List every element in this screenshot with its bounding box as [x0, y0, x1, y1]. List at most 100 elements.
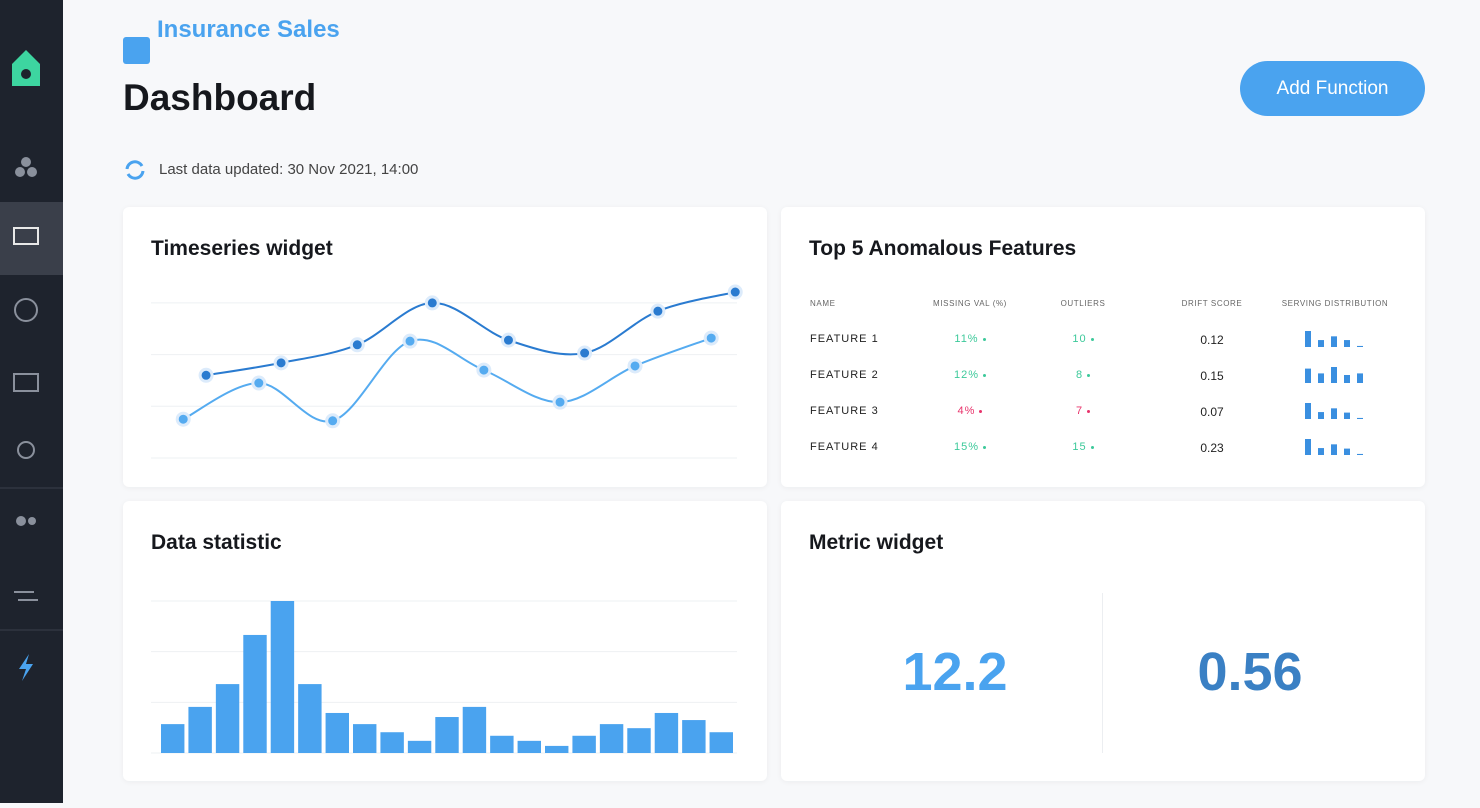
- mini-bar: [1305, 368, 1311, 383]
- icon-idea[interactable]: [17, 441, 35, 459]
- mini-distribution: [1305, 331, 1363, 347]
- data-point: [627, 358, 643, 374]
- bar: [270, 601, 295, 753]
- bar-chart: [151, 600, 737, 754]
- mini-bar: [1318, 412, 1324, 419]
- drift-score: 0.15: [1200, 369, 1224, 383]
- data-point: [251, 375, 267, 391]
- status-dot: [1090, 337, 1094, 341]
- cell-value: 11%: [954, 333, 979, 345]
- data-point: [198, 367, 214, 383]
- bar: [161, 724, 185, 753]
- refresh-arc: [125, 160, 145, 180]
- icon-users[interactable]: [16, 516, 26, 526]
- bar: [682, 720, 706, 753]
- cell: 15%: [920, 441, 1020, 453]
- bar: [572, 735, 596, 753]
- metric-value: 0.56: [1197, 642, 1303, 702]
- icon-groups-b[interactable]: [27, 167, 37, 177]
- bar: [462, 706, 487, 753]
- mini-bar: [1357, 417, 1363, 419]
- mini-bar: [1305, 331, 1311, 347]
- status-dot: [979, 409, 983, 413]
- metric-value: 12.2: [902, 642, 1008, 702]
- cell: 8: [1033, 369, 1133, 381]
- mini-bar: [1318, 340, 1324, 347]
- cell: 15: [1033, 441, 1133, 453]
- mini-distribution: [1305, 439, 1363, 455]
- line-chart: [151, 284, 743, 459]
- cell-value: 4%: [957, 405, 976, 417]
- cell-value: 12%: [953, 369, 980, 381]
- column-header: MISSING VAL (%): [933, 299, 1007, 308]
- data-point: [273, 355, 289, 371]
- data-point: [552, 394, 568, 410]
- bar: [709, 732, 733, 753]
- bar: [627, 728, 651, 753]
- mini-bar: [1331, 336, 1337, 347]
- column-header: OUTLIERS: [1060, 299, 1106, 308]
- card-title: Timeseries widget: [151, 237, 333, 260]
- mini-bar: [1318, 373, 1324, 383]
- bar: [599, 724, 624, 753]
- mini-bar: [1344, 412, 1350, 419]
- icon-sync[interactable]: [14, 591, 38, 601]
- feature-name: FEATURE 4: [810, 441, 879, 453]
- mini-bar: [1305, 439, 1311, 455]
- data-point: [500, 332, 516, 348]
- column-header: NAME: [810, 299, 836, 308]
- icon-store[interactable]: [13, 373, 39, 392]
- cell-value: 10: [1072, 333, 1087, 345]
- metric-card: Metric widget 12.2 0.56: [781, 501, 1425, 781]
- mini-bar: [1318, 448, 1324, 455]
- icon-users-b[interactable]: [28, 517, 36, 525]
- mini-bar: [1357, 345, 1363, 347]
- logo-hole: [21, 69, 31, 79]
- bar: [654, 712, 679, 753]
- mini-bar: [1331, 367, 1337, 383]
- sidebar-icons: [0, 50, 63, 681]
- mini-bar: [1344, 375, 1350, 383]
- bar: [353, 724, 377, 753]
- bar: [215, 684, 240, 753]
- mini-bar: [1331, 408, 1337, 419]
- active-item[interactable]: [0, 202, 63, 275]
- sidebar: [0, 0, 63, 803]
- divider: [1102, 593, 1103, 753]
- drift-score: 0.07: [1200, 405, 1224, 419]
- add-function-button[interactable]: Add Function: [1240, 61, 1425, 116]
- refresh-icon[interactable]: [123, 158, 147, 182]
- project-icon: [123, 37, 150, 64]
- bar: [243, 634, 267, 753]
- series-line: [182, 337, 712, 423]
- cell: 4%: [920, 405, 1020, 417]
- card-title: Data statistic: [151, 531, 282, 554]
- project-name[interactable]: Insurance Sales: [157, 16, 340, 43]
- status-dot: [1090, 445, 1094, 449]
- icon-groups[interactable]: [15, 167, 25, 177]
- anomalous-card: Top 5 Anomalous Features NAME MISSING VAL…: [781, 207, 1425, 487]
- bar: [380, 732, 404, 753]
- mini-bar: [1344, 340, 1350, 347]
- cell: 11%: [920, 333, 1020, 345]
- mini-bar: [1357, 453, 1363, 455]
- bar: [545, 745, 569, 753]
- mini-bar: [1305, 403, 1311, 419]
- bar: [517, 740, 541, 753]
- status-dot: [983, 445, 987, 449]
- drift-score: 0.23: [1200, 441, 1224, 455]
- bar: [325, 712, 349, 753]
- data-point: [727, 284, 743, 300]
- icon-monitor[interactable]: [14, 298, 38, 322]
- icon-dashboard[interactable]: [13, 227, 39, 245]
- bar: [298, 684, 322, 753]
- bar: [407, 740, 432, 753]
- bar: [188, 706, 212, 753]
- data-point: [650, 303, 666, 319]
- icon-functions[interactable]: [19, 654, 33, 681]
- cell-value: 15: [1072, 441, 1087, 453]
- status-dot: [1087, 373, 1091, 377]
- status-dot: [982, 337, 986, 341]
- icon-groups-c[interactable]: [21, 157, 31, 167]
- cell-value: 8: [1075, 369, 1084, 381]
